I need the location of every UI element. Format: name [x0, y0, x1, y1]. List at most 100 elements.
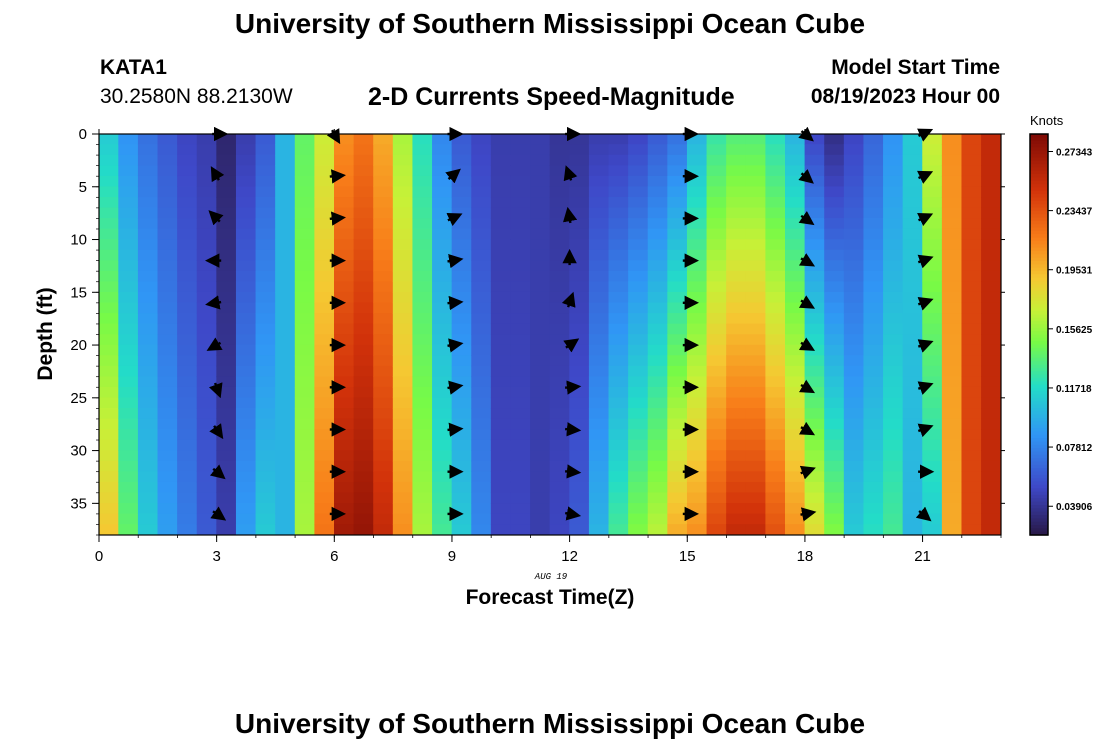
heatmap-cell [98, 154, 119, 166]
heatmap-cell [706, 334, 727, 346]
heatmap-cell [353, 207, 374, 219]
heatmap-cell [196, 492, 217, 504]
current-vector-arrow [917, 297, 934, 311]
heatmap-cell [314, 165, 335, 177]
heatmap-cell [157, 186, 178, 198]
colorbar-swatch [1030, 367, 1048, 372]
heatmap-cell [961, 471, 982, 483]
heatmap-cell [255, 524, 276, 536]
heatmap-cell [235, 376, 257, 388]
colorbar-swatch [1030, 187, 1048, 192]
heatmap-cell [745, 397, 766, 409]
heatmap-cell [196, 186, 217, 198]
heatmap-cell [118, 260, 139, 272]
heatmap-cell [255, 503, 276, 515]
heatmap-cell [569, 524, 590, 536]
heatmap-cell [686, 365, 708, 378]
heatmap-cell [196, 524, 217, 536]
heatmap-cell [471, 429, 492, 441]
heatmap-cell [373, 302, 394, 314]
heatmap-cell [157, 471, 178, 483]
heatmap-cell [686, 386, 708, 399]
heatmap-cell [961, 524, 982, 536]
heatmap-cell [510, 386, 531, 399]
heatmap-cell [294, 355, 315, 367]
heatmap-cell [804, 313, 825, 325]
heatmap-cell [863, 418, 884, 430]
heatmap-cell [569, 503, 590, 515]
heatmap-cell [216, 429, 237, 441]
heatmap-cell [863, 355, 884, 367]
heatmap-cell [118, 397, 139, 409]
heatmap-cell [745, 186, 766, 198]
heatmap-cell [334, 471, 355, 483]
heatmap-cell [334, 376, 355, 388]
heatmap-cell [745, 239, 766, 251]
heatmap-cell [275, 186, 296, 198]
heatmap-cell [373, 376, 394, 388]
heatmap-cell [392, 460, 414, 472]
heatmap-cell [98, 492, 119, 504]
heatmap-cell [294, 429, 315, 441]
current-vector-arrow [446, 213, 463, 227]
heatmap-cell [275, 408, 296, 420]
heatmap-cell [686, 471, 708, 483]
heatmap-cell [981, 450, 1002, 462]
heatmap-cell [706, 450, 727, 462]
heatmap-cell [275, 365, 296, 378]
heatmap-cell [530, 260, 551, 272]
heatmap-cell [726, 439, 747, 451]
heatmap-cell [294, 313, 315, 325]
heatmap-cell [608, 418, 629, 430]
heatmap-cell [530, 186, 551, 198]
heatmap-cell [961, 460, 982, 472]
heatmap-cell [177, 376, 198, 388]
heatmap-cell [981, 344, 1002, 356]
heatmap-cell [177, 218, 198, 230]
heatmap-cell [118, 207, 139, 219]
current-vector-arrow [917, 423, 934, 438]
heatmap-cell [157, 513, 178, 525]
heatmap-cell [235, 291, 257, 304]
heatmap-cell [334, 186, 355, 198]
heatmap-cell [981, 408, 1002, 420]
heatmap-cell [412, 376, 433, 388]
heatmap-cell [392, 492, 414, 504]
heatmap-cell [863, 154, 884, 166]
heatmap-cell [628, 281, 649, 293]
current-vector-arrow [210, 506, 227, 521]
heatmap-cell [196, 313, 217, 325]
heatmap-cell [843, 481, 865, 494]
heatmap-cell [314, 503, 335, 515]
heatmap-cell [765, 471, 786, 483]
heatmap-cell [843, 376, 865, 388]
colorbar-swatch [1030, 180, 1048, 185]
heatmap-cell [157, 439, 178, 451]
heatmap-cell [647, 513, 668, 525]
heatmap-cell [490, 408, 512, 420]
heatmap-cell [432, 471, 453, 483]
heatmap-cell [490, 260, 512, 272]
heatmap-cell [118, 418, 139, 430]
heatmap-cell [686, 397, 708, 409]
heatmap-cell [804, 439, 825, 451]
heatmap-cell [902, 260, 923, 272]
heatmap-cell [392, 323, 414, 335]
heatmap-cell [471, 355, 492, 367]
heatmap-cell [863, 481, 884, 494]
heatmap-cell [373, 450, 394, 462]
heatmap-cell [412, 344, 433, 356]
heatmap-cell [392, 397, 414, 409]
heatmap-cell [373, 524, 394, 536]
heatmap-cell [981, 239, 1002, 251]
heatmap-cell [686, 429, 708, 441]
heatmap-cell [804, 197, 825, 209]
x-axis-label: Forecast Time(Z) [466, 586, 635, 609]
heatmap-cell [216, 291, 237, 304]
heatmap-cell [941, 503, 963, 515]
heatmap-cell [137, 228, 159, 240]
heatmap-cell [255, 408, 276, 420]
heatmap-cell [255, 344, 276, 356]
heatmap-cell [432, 408, 453, 420]
colorbar-swatch [1030, 511, 1048, 516]
